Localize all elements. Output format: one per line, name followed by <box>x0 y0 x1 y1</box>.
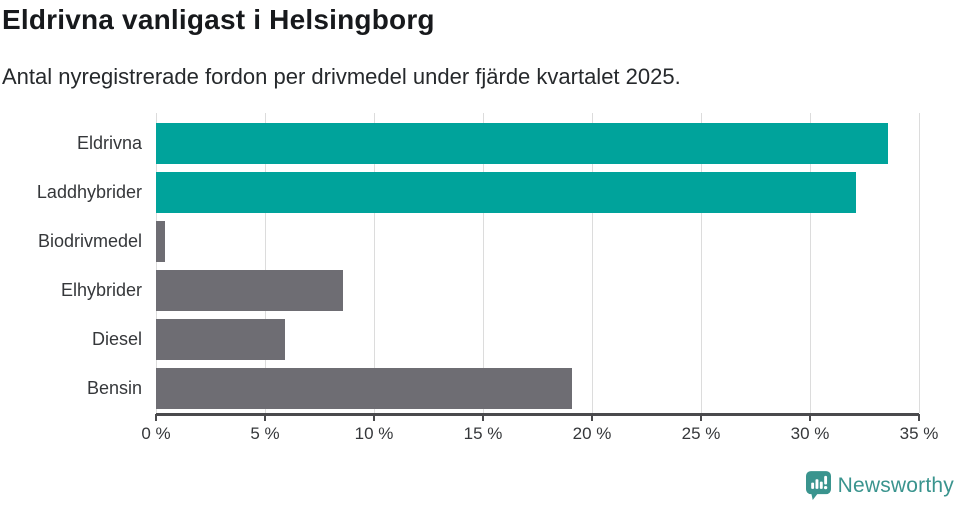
category-label-eldrivna: Eldrivna <box>76 133 142 153</box>
category-label-biodrivmedel: Biodrivmedel <box>37 231 142 251</box>
axis-tick-label-35: 35 % <box>899 424 939 443</box>
axis-tick-10 <box>373 414 375 421</box>
axis-tick-label-15: 15 % <box>463 424 503 443</box>
gridline-15 <box>483 113 484 413</box>
axis-tick-5 <box>264 414 266 421</box>
category-label-bensin: Bensin <box>86 378 142 398</box>
plot-area <box>156 113 920 416</box>
category-label-laddhybrider: Laddhybrider <box>36 182 142 202</box>
gridline-30 <box>810 113 811 413</box>
bar-laddhybrider <box>156 172 856 213</box>
axis-tick-label-25: 25 % <box>681 424 721 443</box>
newsworthy-logo-icon <box>805 471 831 501</box>
axis-tick-0 <box>155 414 157 421</box>
axis-tick-25 <box>700 414 702 421</box>
chart-title: Eldrivna vanligast i Helsingborg <box>2 4 435 35</box>
axis-tick-label-0: 0 % <box>141 424 171 443</box>
chart-subtitle: Antal nyregistrerade fordon per drivmede… <box>2 64 681 89</box>
gridline-35 <box>919 113 920 413</box>
brand-name: Newsworthy <box>837 474 954 497</box>
gridline-25 <box>701 113 702 413</box>
axis-tick-20 <box>591 414 593 421</box>
axis-tick-label-30: 30 % <box>790 424 830 443</box>
axis-tick-15 <box>482 414 484 421</box>
category-label-diesel: Diesel <box>91 329 142 349</box>
bar-chart: Eldrivna Laddhybrider Biodrivmedel Elhybrid… <box>0 113 960 458</box>
bar-diesel <box>156 319 285 360</box>
axis-tick-35 <box>918 414 920 421</box>
gridline-10 <box>374 113 375 413</box>
axis-tick-label-20: 20 % <box>572 424 612 443</box>
bar-biodrivmedel <box>156 221 165 262</box>
axis-tick-label-10: 10 % <box>354 424 394 443</box>
footer-branding: Newsworthy <box>805 471 954 501</box>
axis-tick-label-5: 5 % <box>250 424 280 443</box>
category-label-elhybrider: Elhybrider <box>60 280 142 300</box>
gridline-20 <box>592 113 593 413</box>
bar-eldrivna <box>156 123 889 164</box>
bar-elhybrider <box>156 270 344 311</box>
axis-tick-30 <box>809 414 811 421</box>
gridline-5 <box>265 113 266 413</box>
bar-bensin <box>156 368 573 409</box>
gridline-0 <box>156 113 157 413</box>
